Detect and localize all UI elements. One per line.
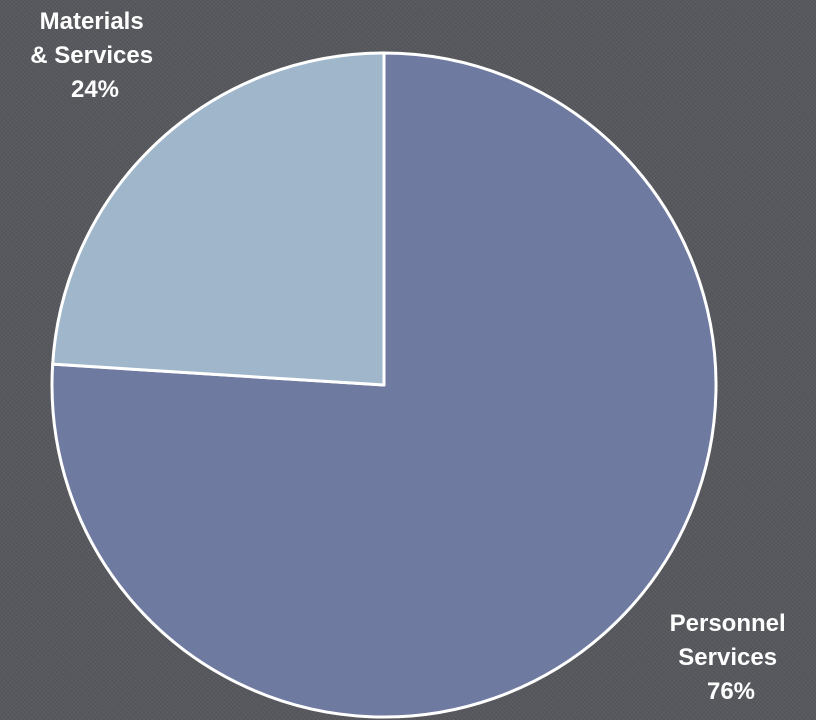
materials-services-percent: 24% — [71, 76, 119, 103]
personnel-services-percent: 76% — [707, 678, 755, 705]
pie-slice-materials-services — [51, 51, 386, 387]
personnel-services-label: Personnel Services 76% — [670, 610, 793, 705]
pie-slice-personnel-services — [50, 51, 718, 719]
materials-services-label-line-1: Materials — [40, 8, 144, 35]
personnel-services-label-line-1: Personnel — [670, 610, 786, 637]
materials-services-label: Materials & Services 24% — [30, 8, 159, 103]
personnel-services-label-line-2: Services — [678, 644, 777, 671]
materials-services-label-line-2: & Services — [30, 42, 153, 69]
pie-slices — [50, 51, 718, 719]
